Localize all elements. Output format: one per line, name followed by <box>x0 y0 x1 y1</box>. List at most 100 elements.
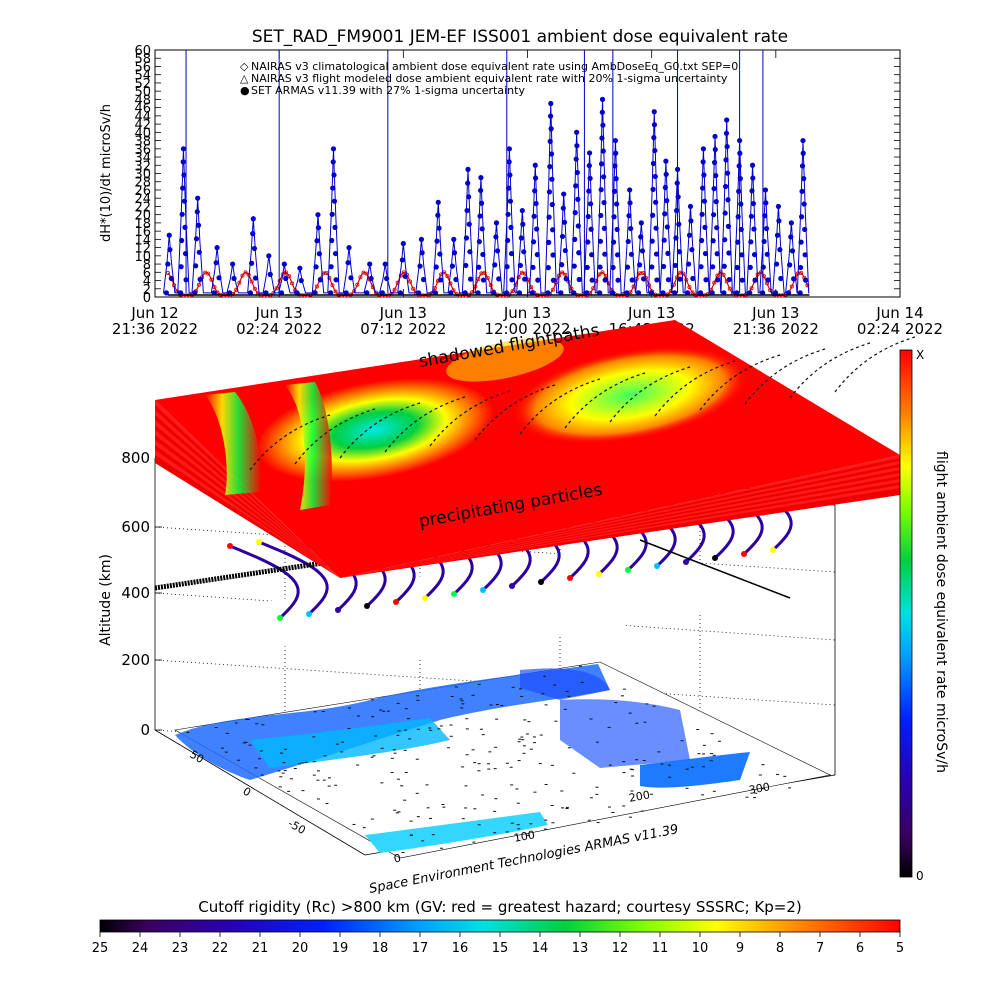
ground-track-point <box>518 738 522 740</box>
data-point <box>449 263 455 269</box>
ground-track-point <box>224 751 228 753</box>
flight-track-point <box>509 583 515 589</box>
data-point <box>664 224 670 230</box>
shadowed-track <box>789 342 871 399</box>
flight-track-point <box>256 539 262 545</box>
data-point <box>529 290 536 296</box>
ground-track-point <box>362 827 366 829</box>
altitude-tick-labels: 0 200 400 600 800 <box>121 449 162 739</box>
data-point <box>379 290 385 296</box>
data-point <box>516 290 523 296</box>
data-point <box>805 283 810 288</box>
data-point <box>493 234 499 240</box>
data-point <box>180 146 187 152</box>
data-point <box>687 203 694 210</box>
cutoff-rigidity-tick: 14 <box>532 941 549 956</box>
altitude-tick-label: 0 <box>140 721 150 739</box>
ground-track-point <box>788 787 792 789</box>
data-point <box>762 213 768 219</box>
data-point <box>722 210 728 216</box>
data-point <box>432 290 439 296</box>
ground-track-point <box>516 824 520 826</box>
ground-track-point <box>441 803 445 805</box>
y-tick-label: 46 <box>134 102 151 117</box>
data-point <box>574 169 580 176</box>
data-point <box>710 264 716 270</box>
orbit-track <box>639 539 791 599</box>
data-point <box>314 284 319 289</box>
ground-track-point <box>461 766 465 768</box>
data-point <box>548 100 554 107</box>
data-point <box>662 184 668 191</box>
data-point <box>701 172 707 178</box>
data-point <box>586 188 592 194</box>
x-tick-time: 02:24 2022 <box>236 320 322 338</box>
ground-track-point <box>544 819 548 821</box>
ground-track-point <box>753 797 757 799</box>
data-point <box>206 271 211 276</box>
data-point <box>627 187 633 193</box>
data-point <box>518 235 524 241</box>
data-point <box>317 277 323 283</box>
flight-track-point <box>741 551 747 557</box>
data-point <box>399 257 405 263</box>
data-point <box>333 289 338 294</box>
ground-track-point <box>297 763 301 765</box>
ground-track-point <box>465 728 469 730</box>
data-point <box>574 143 580 149</box>
ground-track-point <box>279 776 283 778</box>
data-point <box>761 274 766 279</box>
ground-track-point <box>668 764 672 766</box>
ground-track-point <box>538 763 542 765</box>
ground-track-point <box>712 790 716 792</box>
data-point <box>437 251 443 257</box>
data-point <box>664 198 670 204</box>
ground-track-point <box>316 779 320 781</box>
series-line <box>162 99 810 294</box>
y-tick-label: 8 <box>143 258 151 273</box>
data-point <box>250 231 256 237</box>
ground-track-point <box>283 770 287 772</box>
ground-track-point <box>509 766 513 768</box>
ground-track-point <box>334 784 338 786</box>
data-point <box>330 146 337 152</box>
ground-track-point <box>519 688 523 690</box>
data-point <box>698 264 704 270</box>
ground-track-point <box>554 720 558 722</box>
data-point <box>448 290 454 296</box>
ground-track-point <box>403 799 407 801</box>
y-tick-label: 58 <box>134 52 151 67</box>
data-point <box>801 176 807 182</box>
data-point <box>330 159 336 165</box>
y-tick-label: 32 <box>134 159 151 174</box>
data-point <box>599 109 605 115</box>
data-point <box>547 138 553 144</box>
ground-track-point <box>396 778 400 780</box>
data-point <box>711 159 718 166</box>
data-point <box>546 239 552 245</box>
altitude-tick-label: 800 <box>121 449 150 467</box>
ground-track-point <box>494 798 498 800</box>
ground-track-point <box>643 721 647 723</box>
data-point <box>586 163 592 169</box>
data-point <box>736 188 742 194</box>
ground-track-point <box>446 747 450 749</box>
data-point <box>491 290 497 296</box>
shadowed-track <box>699 354 781 411</box>
data-point <box>710 238 716 244</box>
ground-track-point <box>442 806 446 808</box>
ground-track-point <box>702 753 706 755</box>
y-tick-label: 12 <box>134 242 151 257</box>
data-point <box>587 175 593 181</box>
ground-track-point <box>393 809 397 811</box>
ground-track-point <box>214 727 218 729</box>
data-point <box>560 205 566 211</box>
data-point <box>419 250 425 256</box>
data-point <box>267 271 273 277</box>
cutoff-rigidity-tick: 10 <box>692 941 709 956</box>
data-point <box>506 159 512 165</box>
ground-track-point <box>186 731 190 733</box>
cutoff-rigidity-tick: 25 <box>92 941 109 956</box>
ground-track-point <box>579 665 583 667</box>
data-point <box>649 264 655 270</box>
